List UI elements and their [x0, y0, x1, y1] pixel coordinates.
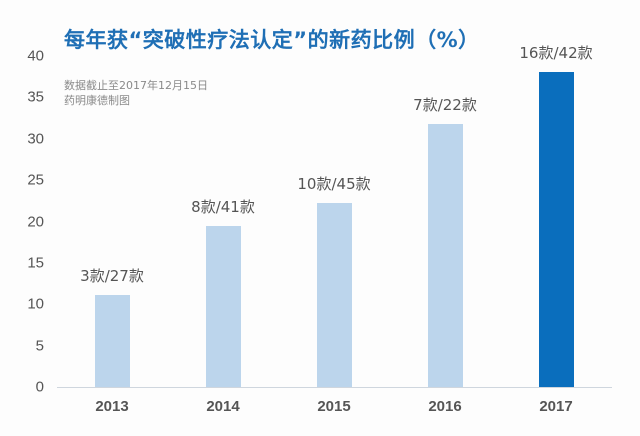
y-tick-label: 30	[27, 130, 44, 148]
x-tick-label: 2014	[206, 398, 240, 415]
source-note: 药明康德制图	[64, 94, 130, 107]
bar-data-label: 16款/42款	[519, 43, 593, 62]
bar-data-label: 10款/45款	[297, 175, 371, 194]
bar-data-label: 7款/22款	[413, 95, 477, 114]
bar-2016	[427, 123, 463, 387]
y-tick-label: 35	[27, 88, 44, 106]
y-tick-label: 0	[35, 378, 44, 396]
y-tick-label: 25	[27, 171, 44, 189]
bar-2015	[316, 203, 352, 387]
x-tick-label: 2013	[95, 398, 129, 415]
bar-data-label: 8款/41款	[191, 197, 255, 216]
bar-2013	[94, 295, 130, 387]
bar-2017	[538, 71, 574, 387]
chart-title: 每年获“突破性疗法认定”的新药比例（%）	[64, 28, 480, 52]
data-cutoff-note: 数据截止至2017年12月15日	[64, 79, 208, 92]
y-tick-label: 10	[27, 295, 44, 313]
x-tick-label: 2017	[539, 398, 573, 415]
x-tick-label: 2015	[317, 398, 351, 415]
bar-data-label: 3款/27款	[80, 267, 144, 286]
chart-note: 数据截止至2017年12月15日 药明康德制图	[64, 78, 208, 108]
x-tick-label: 2016	[428, 398, 462, 415]
y-tick-label: 40	[27, 47, 44, 65]
y-tick-label: 20	[27, 213, 44, 230]
x-axis-line	[57, 387, 612, 388]
bar-2014	[205, 225, 241, 387]
y-tick-label: 15	[27, 254, 44, 272]
y-tick-label: 5	[35, 337, 44, 355]
